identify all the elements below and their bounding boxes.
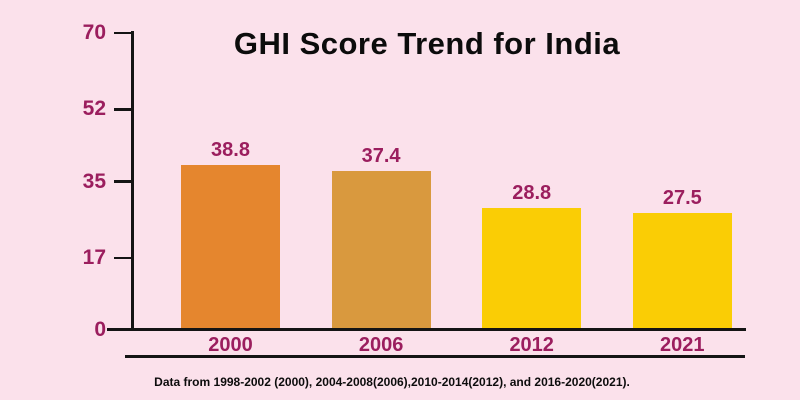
- bar-2012: [482, 207, 582, 330]
- y-tick-mark-70: [114, 31, 133, 35]
- bar-2006: [331, 171, 431, 330]
- value-label-2000: 38.8: [211, 139, 250, 162]
- value-label-2012: 28.8: [512, 181, 552, 204]
- value-label-2006: 37.4: [361, 145, 401, 168]
- y-tick-mark-52: [114, 108, 133, 111]
- value-label-2021: 27.5: [662, 187, 702, 210]
- y-tick-label-0: 0: [94, 318, 106, 341]
- y-tick-label-17: 17: [82, 245, 106, 269]
- x-tick-label-2000: 2000: [208, 334, 253, 356]
- y-tick-mark-35: [114, 180, 133, 183]
- x-tick-label-2006: 2006: [358, 334, 404, 356]
- x-tick-label-2012: 2012: [509, 334, 554, 356]
- x-tick-label-2021: 2021: [660, 334, 705, 356]
- bar-2000: [181, 165, 280, 330]
- footnote: Data from 1998-2002 (2000), 2004-2008(20…: [154, 375, 630, 389]
- x-axis-line: [107, 328, 746, 331]
- chart-title: GHI Score Trend for India: [233, 26, 621, 61]
- x-axis-underline: [125, 355, 745, 358]
- y-tick-label-52: 52: [82, 97, 106, 121]
- y-tick-mark-17: [114, 256, 133, 260]
- y-tick-label-35: 35: [82, 169, 106, 193]
- y-tick-label-70: 70: [82, 21, 106, 44]
- bar-2021: [632, 213, 732, 330]
